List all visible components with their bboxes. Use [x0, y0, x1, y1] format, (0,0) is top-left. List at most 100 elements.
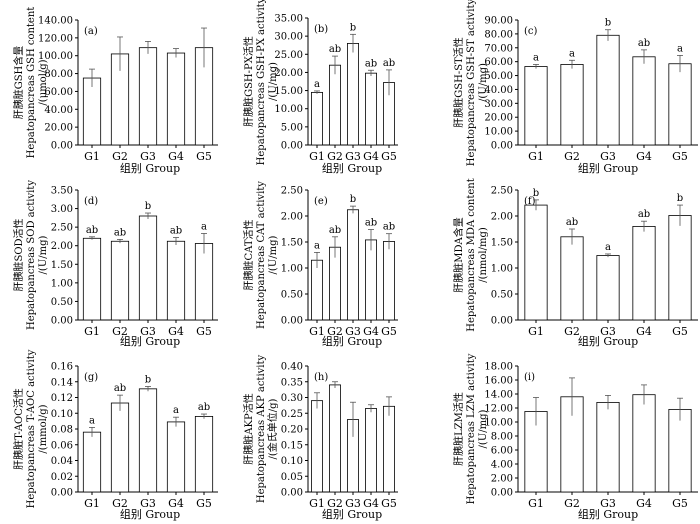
- y-tick-label: 0.12: [51, 393, 73, 404]
- y-tick-label: 0.00: [281, 141, 303, 152]
- y-tick-label: 2.50: [491, 186, 513, 197]
- significance-letter: b: [145, 201, 151, 212]
- significance-letter: a: [605, 242, 611, 253]
- panel-a: 0.00 20.00 40.00 60.00 80.00 100.00 120.00 140.…: [12, 7, 218, 175]
- y-axis-label: /(U/mg): [478, 63, 489, 102]
- x-axis-label: 组别 Group: [120, 161, 180, 175]
- panel-g: 0.00 0.02 0.04 0.06 0.08 0.10 0.12 0.14 0.16 (g) G…: [12, 349, 218, 521]
- significance-letter: a: [314, 79, 320, 90]
- y-tick-label: 20.00: [274, 68, 303, 79]
- y-axis-label: Hepatopancreas GSH-PX activity: [256, 0, 267, 165]
- y-tick-label: 0.10: [51, 409, 73, 420]
- y-tick-label: 10.00: [484, 127, 513, 138]
- significance-letter: b: [350, 194, 356, 205]
- y-axis-label: Hepatopancreas GSH content: [26, 7, 37, 159]
- y-tick-label: 8.00: [491, 432, 513, 443]
- x-tick-label: G4: [363, 150, 379, 163]
- bar: [166, 421, 186, 493]
- bar: [311, 400, 323, 493]
- significance-letter: b: [145, 374, 151, 385]
- y-axis-label: Hepatopancreas GSH-ST activity: [466, 0, 477, 166]
- y-tick-label: 30.00: [484, 99, 513, 110]
- significance-letter: b: [533, 188, 539, 199]
- panel-tag: (b): [314, 24, 328, 35]
- y-tick-label: 0.16: [51, 362, 73, 373]
- significance-letter: ab: [383, 222, 395, 233]
- bar: [383, 241, 395, 321]
- x-tick-label: G4: [168, 497, 184, 510]
- y-axis-label: /(μmol/g): [38, 59, 49, 105]
- y-tick-label: 4.00: [491, 460, 513, 471]
- panel-tag: (d): [84, 196, 98, 207]
- y-axis-label: /(金氏单位/g): [266, 398, 279, 459]
- y-tick-label: 0.00: [51, 316, 73, 327]
- x-tick-label: G1: [528, 150, 544, 163]
- x-tick-label: G1: [528, 325, 544, 338]
- x-tick-label: G5: [672, 325, 688, 338]
- x-tick-label: G2: [112, 497, 128, 510]
- y-tick-label: 1.00: [491, 264, 513, 275]
- y-tick-label: 14.00: [484, 390, 513, 401]
- y-tick-label: 25.00: [274, 50, 303, 61]
- x-tick-label: G5: [196, 497, 212, 510]
- y-tick-label: 0.50: [491, 290, 513, 301]
- y-axis-label: 肝胰脏SOD活性: [12, 218, 25, 291]
- bar: [632, 394, 656, 493]
- y-tick-label: 0.00: [491, 141, 513, 152]
- y-tick-label: 0.20: [281, 425, 303, 436]
- bar: [311, 259, 323, 321]
- x-tick-label: G4: [168, 150, 184, 163]
- bar: [138, 388, 158, 493]
- y-tick-label: 10.00: [484, 418, 513, 429]
- y-axis-label: /(U/mg): [268, 235, 279, 274]
- x-tick-label: G2: [564, 325, 580, 338]
- significance-letter: a: [173, 405, 179, 416]
- y-tick-label: 1.50: [281, 238, 303, 249]
- x-axis-label: 组别 Group: [322, 507, 382, 521]
- x-axis-label: 组别 Group: [578, 507, 638, 521]
- y-tick-label: 2.50: [281, 186, 303, 197]
- y-axis-label: Hepatopancreas CAT activity: [256, 181, 267, 329]
- bar: [194, 243, 214, 321]
- x-tick-label: G3: [140, 150, 156, 163]
- y-axis-label: /(U/mg): [268, 62, 279, 101]
- significance-letter: a: [314, 240, 320, 251]
- y-tick-label: 0.30: [281, 393, 303, 404]
- bar: [138, 47, 158, 146]
- panel-tag: (e): [314, 196, 328, 207]
- x-axis-label: 组别 Group: [120, 334, 180, 348]
- x-tick-label: G1: [84, 325, 100, 338]
- y-tick-label: 18.00: [484, 362, 513, 373]
- panel-tag: (c): [524, 26, 538, 37]
- bar: [166, 240, 186, 321]
- x-tick-label: G2: [564, 150, 580, 163]
- bar: [347, 209, 359, 321]
- bar: [632, 225, 656, 321]
- y-tick-label: 0.02: [51, 472, 73, 483]
- bar: [347, 43, 359, 146]
- panel-tag: (f): [524, 196, 536, 207]
- y-tick-label: 0.00: [281, 488, 303, 499]
- y-tick-label: 40.00: [44, 105, 73, 116]
- y-tick-label: 10.00: [274, 104, 303, 115]
- bar: [329, 246, 341, 321]
- y-axis-label: Hepatopancreas T-AOC activity: [26, 349, 37, 508]
- y-axis-label: 肝胰脏MDA含量: [452, 217, 465, 292]
- x-tick-label: G3: [600, 497, 616, 510]
- y-tick-label: 40.00: [484, 85, 513, 96]
- bar: [365, 408, 377, 493]
- y-tick-label: 0.00: [491, 488, 513, 499]
- bar: [560, 64, 584, 146]
- panel-d: 0.000.501.001.502.002.503.003.50(d)G1abG…: [12, 180, 218, 348]
- y-tick-label: 2.50: [51, 223, 73, 234]
- y-tick-label: 1.50: [51, 260, 73, 271]
- x-tick-label: G1: [309, 497, 325, 510]
- bar: [138, 215, 158, 321]
- y-axis-label: 肝胰脏GSH-PX活性: [242, 36, 255, 127]
- y-tick-label: 80.00: [44, 69, 73, 80]
- y-tick-label: 20.00: [484, 113, 513, 124]
- x-axis-label: 组别 Group: [322, 161, 382, 175]
- bar: [194, 415, 214, 493]
- x-tick-label: G1: [309, 150, 325, 163]
